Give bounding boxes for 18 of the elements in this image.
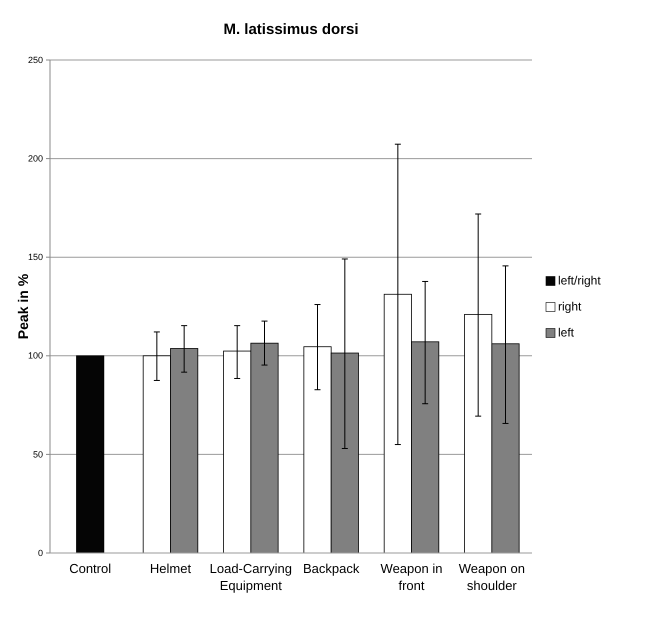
x-tick-label: Weapon on shoulder — [458, 561, 525, 593]
y-tick-label: 250 — [28, 54, 43, 65]
y-tick-label: 50 — [32, 449, 43, 460]
y-tick-label: 0 — [38, 548, 43, 558]
x-tick-label: Weapon in front — [380, 561, 442, 593]
x-tick-label: Load-Carrying Equipment — [210, 561, 292, 593]
y-tick-label: 200 — [28, 153, 43, 164]
x-tick-label: Backpack — [302, 561, 360, 576]
x-tick-label: Control — [69, 561, 112, 576]
chart-title: M. latissimus dorsi — [223, 21, 359, 38]
legend-label: left/right — [558, 274, 602, 288]
y-axis-title: Peak in % — [15, 273, 31, 340]
bar — [76, 355, 104, 554]
legend-label: left — [558, 326, 575, 340]
x-tick-label: Helmet — [150, 561, 192, 576]
y-tick-label: 100 — [28, 350, 43, 361]
legend-label: right — [558, 300, 582, 314]
y-tick-label: 150 — [28, 252, 43, 262]
